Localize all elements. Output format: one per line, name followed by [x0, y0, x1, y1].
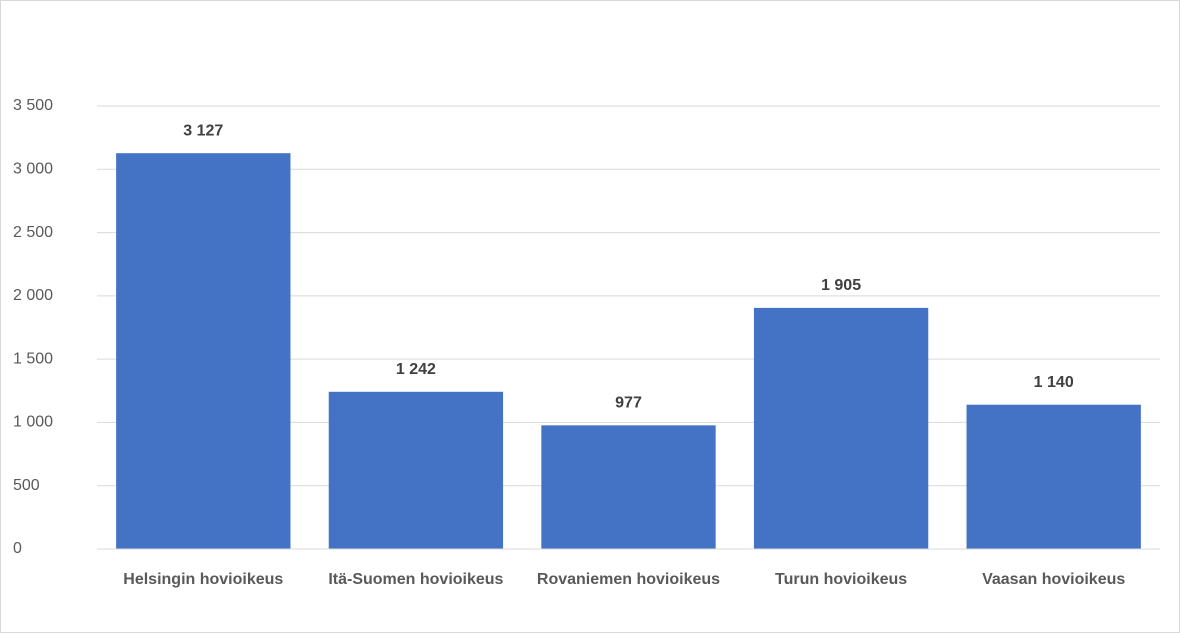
data-label: 1 905 — [821, 277, 861, 294]
y-tick-label: 500 — [13, 477, 40, 494]
bar — [328, 391, 504, 549]
x-tick-label: Vaasan hovioikeus — [982, 571, 1126, 588]
data-label: 1 242 — [396, 361, 436, 378]
bar — [541, 425, 716, 549]
y-tick-label: 1 000 — [13, 414, 53, 431]
bar — [966, 404, 1141, 549]
x-tick-label: Itä-Suomen hovioikeus — [328, 571, 504, 588]
x-tick-label: Helsingin hovioikeus — [123, 571, 284, 588]
y-tick-label: 3 000 — [13, 161, 53, 178]
y-tick-label: 2 500 — [13, 224, 53, 241]
bar — [116, 153, 291, 550]
y-tick-label: 0 — [13, 540, 22, 557]
bar — [753, 307, 929, 549]
y-tick-label: 1 500 — [13, 350, 53, 367]
data-label: 3 127 — [183, 122, 223, 139]
y-tick-label: 2 000 — [13, 287, 53, 304]
data-label: 1 140 — [1034, 374, 1074, 391]
x-tick-label: Turun hovioikeus — [775, 571, 908, 588]
data-label: 977 — [615, 395, 642, 412]
y-tick-label: 3 500 — [13, 97, 53, 114]
x-tick-label: Rovaniemen hovioikeus — [536, 571, 721, 588]
